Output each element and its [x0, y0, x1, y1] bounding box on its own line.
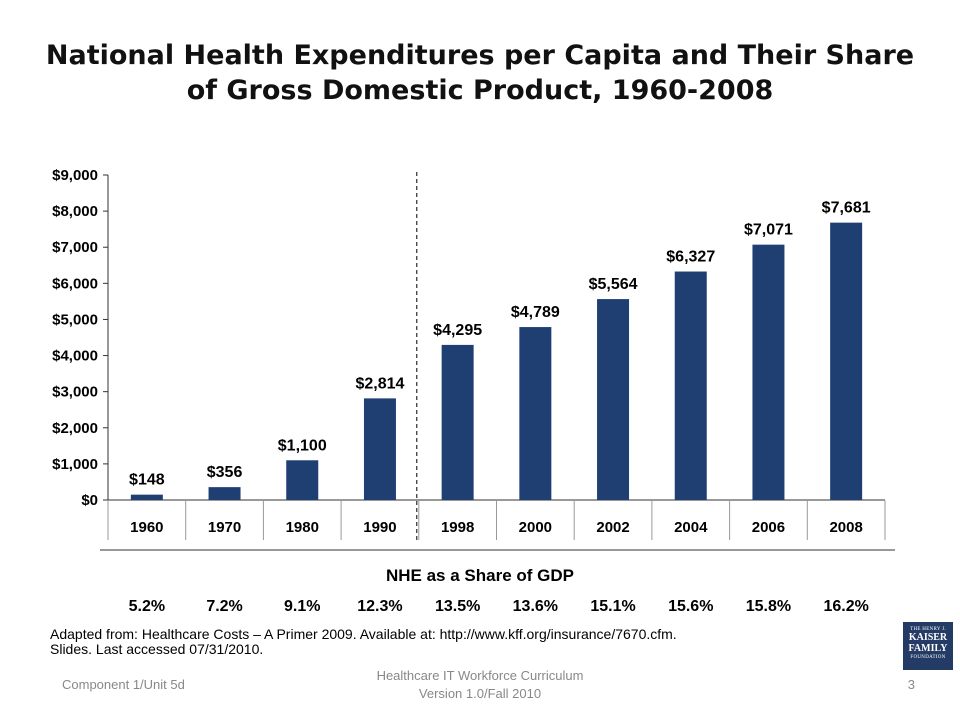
- data-label-1998: $4,295: [433, 322, 482, 339]
- data-label-1990: $2,814: [355, 375, 404, 392]
- x-tick-label-2006: 2006: [752, 519, 785, 536]
- bar-2006: [752, 244, 785, 500]
- gdp-share-2008: 16.2%: [823, 598, 869, 615]
- data-label-1970: $356: [207, 464, 243, 481]
- bar-1960: [130, 494, 163, 500]
- bar-2002: [597, 299, 630, 500]
- x-tick-label-2002: 2002: [596, 519, 629, 536]
- gdp-share-2000: 13.6%: [512, 598, 559, 615]
- footer-curriculum: Healthcare IT Workforce Curriculum Versi…: [330, 667, 630, 703]
- x-tick-label-1998: 1998: [441, 519, 474, 536]
- y-tick-label: $7,000: [52, 239, 98, 256]
- x-tick-label-1990: 1990: [363, 519, 396, 536]
- gdp-share-header: NHE as a Share of GDP: [385, 566, 574, 585]
- page-number: 3: [907, 677, 915, 692]
- y-tick-label: $6,000: [52, 275, 98, 292]
- gdp-share-2004: 15.6%: [668, 598, 714, 615]
- gdp-share-1990: 12.3%: [357, 598, 403, 615]
- y-tick-label: $0: [81, 492, 98, 509]
- slide-title: National Health Expenditures per Capita …: [45, 40, 915, 106]
- data-label-2002: $5,564: [589, 276, 638, 293]
- bar-1970: [208, 487, 241, 500]
- x-tick-label-1980: 1980: [286, 519, 319, 536]
- y-tick-label: $9,000: [52, 167, 98, 184]
- bar-1998: [441, 344, 474, 500]
- data-label-2008: $7,681: [822, 200, 871, 217]
- gdp-share-2002: 15.1%: [590, 598, 636, 615]
- y-tick-label: $4,000: [52, 348, 98, 365]
- gdp-share-1980: 9.1%: [284, 598, 321, 615]
- y-tick-label: $8,000: [52, 203, 98, 220]
- gdp-share-1960: 5.2%: [128, 598, 166, 615]
- bar-1980: [286, 460, 319, 500]
- logo-line-4: FOUNDATION: [910, 655, 946, 660]
- footer-curriculum-line-2: Version 1.0/Fall 2010: [418, 686, 542, 701]
- bar-1990: [363, 398, 396, 500]
- x-tick-label-1970: 1970: [208, 519, 241, 536]
- logo-line-2: KAISER: [908, 632, 948, 643]
- kaiser-family-foundation-logo: THE HENRY J. KAISER FAMILY FOUNDATION: [903, 622, 953, 670]
- bar-2008: [830, 222, 863, 500]
- gdp-share-2006: 15.8%: [745, 598, 792, 615]
- footer-component: Component 1/Unit 5d: [62, 677, 185, 692]
- y-tick-label: $1,000: [52, 456, 98, 473]
- y-tick-label: $3,000: [52, 384, 98, 401]
- source-line-2: Slides. Last accessed 07/31/2010.: [50, 641, 264, 657]
- logo-line-1: THE HENRY J.: [910, 627, 946, 632]
- data-label-2000: $4,789: [511, 304, 560, 321]
- source-line-1: Adapted from: Healthcare Costs – A Prime…: [50, 626, 677, 642]
- y-tick-label: $2,000: [52, 420, 98, 437]
- footer-curriculum-line-1: Healthcare IT Workforce Curriculum: [376, 668, 584, 683]
- x-tick-label-2000: 2000: [519, 519, 552, 536]
- source-citation: Adapted from: Healthcare Costs – A Prime…: [50, 627, 900, 657]
- data-label-2004: $6,327: [666, 249, 715, 266]
- data-label-1980: $1,100: [278, 437, 327, 454]
- data-label-1960: $148: [129, 472, 165, 489]
- bar-2004: [674, 271, 707, 500]
- y-tick-label: $5,000: [52, 311, 98, 328]
- gdp-share-1998: 13.5%: [434, 598, 481, 615]
- x-tick-label-1960: 1960: [130, 519, 163, 536]
- x-tick-label-2008: 2008: [829, 519, 862, 536]
- gdp-share-1970: 7.2%: [206, 598, 243, 615]
- bar-2000: [519, 327, 552, 500]
- x-tick-label-2004: 2004: [674, 519, 708, 536]
- logo-line-3: FAMILY: [908, 643, 948, 654]
- data-label-2006: $7,071: [744, 222, 793, 239]
